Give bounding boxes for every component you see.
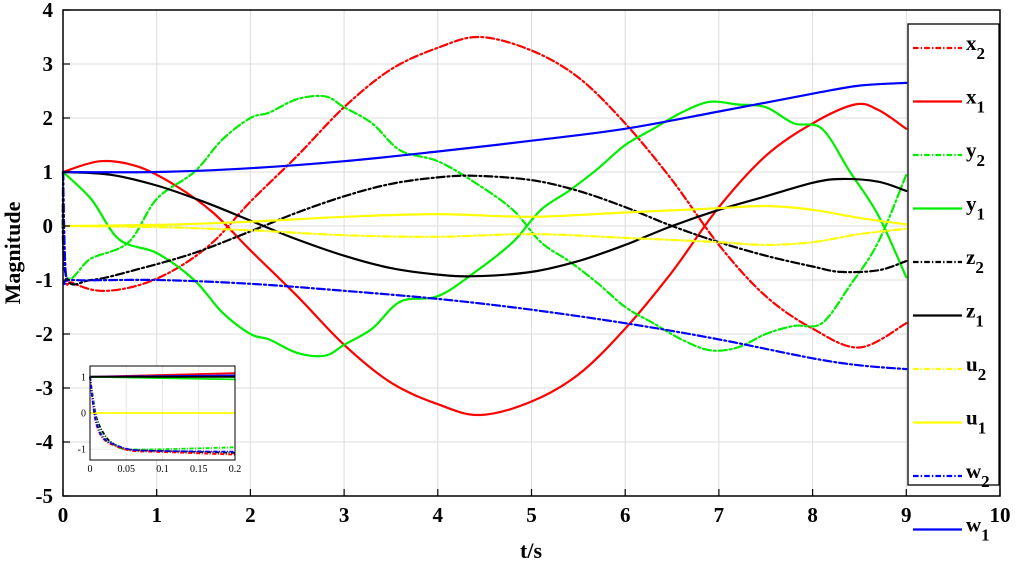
series-line-x1	[61, 102, 908, 417]
series-line-x2	[61, 35, 908, 349]
inset-x-tick-label: 0.1	[156, 464, 169, 475]
y-axis-label: Magnitude	[0, 201, 25, 304]
x-tick-label: 0	[58, 503, 69, 527]
legend-label-x1: x1	[966, 85, 985, 117]
series-line-y2	[61, 94, 908, 352]
y-axis: 4 3 2 1 0 -1 -2 -3 -4 -5	[36, 0, 70, 508]
inset-y-tick-label: -1	[78, 445, 86, 456]
inset-y-tick-label: 1	[81, 372, 86, 383]
inset-x-tick-label: 0.15	[190, 464, 208, 475]
y-tick-label: 0	[43, 214, 54, 238]
legend-label-y2: y2	[966, 138, 985, 170]
y-tick-label: 1	[43, 160, 54, 184]
legend-label-y1: y1	[966, 192, 985, 224]
x-tick-label: 9	[901, 503, 912, 527]
x-tick-label: 7	[714, 503, 725, 527]
legend-box	[907, 23, 1000, 486]
legend-label-x2: x2	[966, 31, 985, 63]
x-tick-label: 4	[433, 503, 444, 527]
series-line-u2	[61, 224, 908, 246]
inset-series-line	[89, 376, 236, 453]
series-lines	[61, 35, 908, 417]
legend-label-z2: z2	[966, 245, 984, 277]
y-tick-label: -5	[36, 484, 54, 508]
x-tick-label: 2	[245, 503, 256, 527]
legend: x2 x1 y2 y1 z2 z1 u2 u1 w2 w1	[907, 23, 1000, 545]
x-axis: 0 1 2 3 4 5 6 7 8 9 10	[58, 489, 1011, 527]
series-line-z1	[61, 170, 908, 278]
series-line-w1	[61, 81, 908, 174]
inset-chart: 0 0.05 0.1 0.15 0.210-1	[78, 365, 242, 475]
y-tick-label: -2	[36, 322, 54, 346]
y-tick-label: -3	[36, 376, 54, 400]
inset-x-tick-label: 0.05	[118, 464, 136, 475]
legend-label-u1: u1	[966, 406, 986, 438]
x-axis-label: t/s	[520, 538, 542, 563]
legend-label-z1: z1	[966, 299, 984, 331]
x-tick-label: 6	[620, 503, 631, 527]
series-line-u1	[61, 204, 908, 228]
legend-label-w1: w1	[966, 513, 990, 545]
inset-frame	[89, 365, 236, 461]
y-tick-label: -4	[36, 430, 54, 454]
x-tick-label: 10	[990, 503, 1011, 527]
x-tick-label: 5	[526, 503, 537, 527]
y-tick-label: 3	[43, 52, 54, 76]
y-tick-label: -1	[36, 268, 54, 292]
x-tick-label: 3	[339, 503, 350, 527]
series-line-z2	[61, 170, 908, 286]
inset-y-tick-label: 0	[81, 409, 86, 420]
inset-x-tick-label: 0.2	[229, 464, 242, 475]
x-tick-label: 8	[807, 503, 818, 527]
series-line-w2	[61, 170, 908, 371]
y-tick-label: 2	[43, 106, 54, 130]
legend-label-w2: w2	[966, 459, 990, 491]
x-tick-label: 1	[151, 503, 162, 527]
y-tick-label: 4	[43, 0, 54, 22]
legend-label-u2: u2	[966, 352, 986, 384]
series-line-y1	[61, 100, 908, 358]
inset-x-tick-label: 0	[88, 464, 93, 475]
